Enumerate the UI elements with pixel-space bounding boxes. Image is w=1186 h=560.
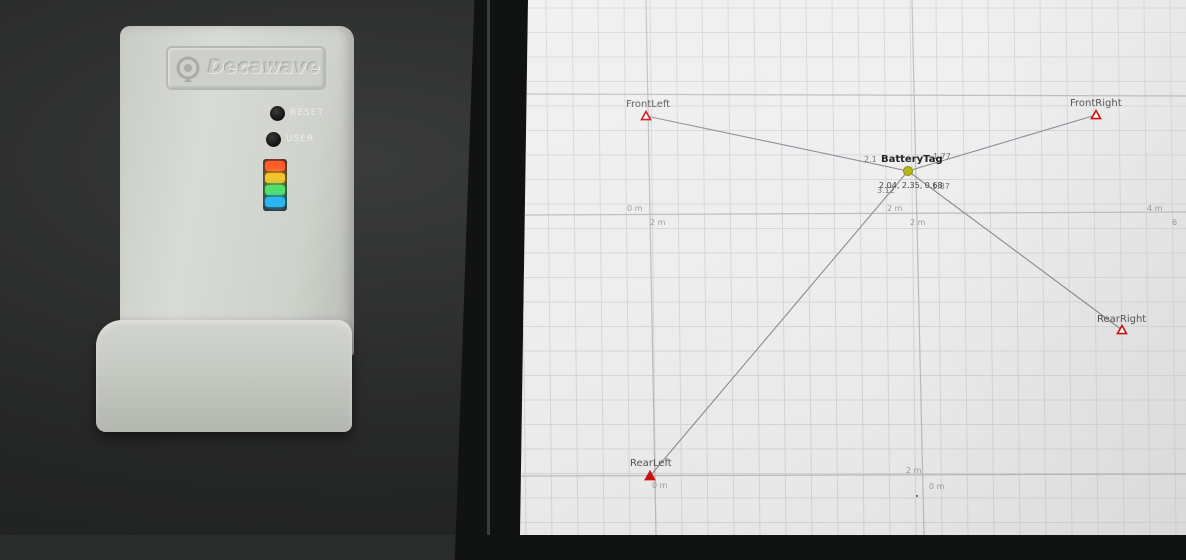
uwb-map[interactable]: 0 m 2 m 2 m 2 m 4 m 6 2 m 0 m 0 m FrontL… (520, 0, 1186, 535)
grid-line-vertical (779, 0, 787, 535)
grid-line-vertical (883, 0, 891, 535)
led-red (265, 161, 285, 171)
grid-line-vertical (805, 0, 813, 535)
battery-tag-marker (903, 166, 913, 176)
grid-line-vertical (1143, 0, 1151, 535)
grid-line-vertical (753, 0, 761, 535)
anchor-front-left-marker (640, 109, 652, 121)
anchor-rear-right[interactable]: RearRight (1097, 314, 1146, 335)
range-line-rear-left (649, 170, 909, 477)
grid-line-vertical (701, 0, 709, 535)
grid-line-vertical (1039, 0, 1047, 535)
tablet-edge (487, 0, 490, 535)
grid-axis-line (911, 0, 925, 535)
axis-label-zero-bottom-left: 0 m (652, 481, 668, 490)
led-blue (265, 197, 285, 207)
decawave-logo-icon (176, 56, 200, 82)
grid-axis-line (520, 93, 1186, 97)
user-button[interactable] (266, 132, 281, 147)
device-base (96, 320, 352, 432)
led-window (263, 159, 287, 211)
grid-line-vertical (1117, 0, 1125, 535)
axis-label-zero-bottom-center: 0 m (929, 482, 945, 491)
led-yellow (265, 173, 285, 183)
grid-minor (520, 0, 1186, 535)
anchor-rear-right-marker (1116, 323, 1128, 335)
battery-tag[interactable]: BatteryTag 2.04, 2.35, 0.68 (879, 154, 943, 190)
range-line-front-left (645, 115, 909, 172)
axis-label-two-center-below: 2 m (910, 218, 926, 227)
grid-line-vertical (727, 0, 735, 535)
grid-line-vertical (623, 0, 631, 535)
reset-label: RESET (290, 108, 324, 118)
grid-line-vertical (597, 0, 605, 535)
grid-axis-line (645, 0, 657, 535)
led-green (265, 185, 285, 195)
axis-label-four: 4 m (1147, 204, 1163, 213)
axis-label-two-center-top: 2 m (887, 204, 903, 213)
anchor-front-right-label: FrontRight (1070, 98, 1122, 109)
grid-line-vertical (857, 0, 865, 535)
device-body: Decawave RESET USER (120, 26, 354, 356)
grid-line-vertical (1013, 0, 1021, 535)
anchor-front-right[interactable]: FrontRight (1070, 98, 1122, 120)
axis-label-two-bottom: 2 m (906, 466, 922, 475)
grid-line-vertical (545, 0, 553, 535)
decawave-device: Decawave RESET USER (96, 24, 360, 436)
axis-label-six: 6 (1172, 218, 1177, 227)
range-line-front-right (907, 114, 1097, 172)
grid-line-vertical (909, 0, 917, 535)
reset-button[interactable] (270, 106, 285, 121)
anchor-rear-right-label: RearRight (1097, 314, 1146, 325)
battery-tag-position: 2.04, 2.35, 0.68 (879, 181, 943, 190)
grid-line-vertical (675, 0, 683, 535)
distance-rear-right: 1.87 (932, 182, 950, 191)
grid-line-vertical (987, 0, 995, 535)
grid-axis-line (520, 211, 1186, 216)
grid-line-vertical (1065, 0, 1073, 535)
anchor-front-left-label: FrontLeft (626, 99, 670, 110)
screen-speck (916, 495, 918, 497)
decawave-logo: Decawave (166, 46, 326, 90)
grid-line-vertical (1091, 0, 1099, 535)
user-label: USER (286, 134, 315, 144)
anchor-front-right-marker (1090, 108, 1102, 120)
anchor-front-left[interactable]: FrontLeft (626, 99, 670, 121)
axis-label-zero: 0 m (627, 204, 643, 213)
grid-major (520, 0, 1186, 535)
grid-line-vertical (961, 0, 969, 535)
grid-line-vertical (571, 0, 579, 535)
anchor-rear-left-marker (644, 469, 656, 481)
battery-tag-label: BatteryTag (881, 154, 943, 165)
distance-rear-left: 3.12 (877, 186, 895, 195)
grid-axis-line (520, 473, 1186, 477)
distance-front-left: 2.1 (864, 155, 877, 164)
decawave-logo-text: Decawave (208, 56, 321, 78)
tablet-screen: 0 m 2 m 2 m 2 m 4 m 6 2 m 0 m 0 m FrontL… (520, 0, 1186, 535)
anchor-rear-left-label: RearLeft (630, 458, 672, 469)
grid-line-vertical (831, 0, 839, 535)
anchor-rear-left[interactable]: RearLeft (630, 458, 672, 481)
grid-line-vertical (1169, 0, 1177, 535)
grid-line-vertical (649, 0, 657, 535)
range-line-rear-right (907, 170, 1123, 331)
distance-front-right: 1.77 (933, 152, 951, 161)
grid-line-vertical (935, 0, 943, 535)
axis-label-two-top: 2 m (650, 218, 666, 227)
